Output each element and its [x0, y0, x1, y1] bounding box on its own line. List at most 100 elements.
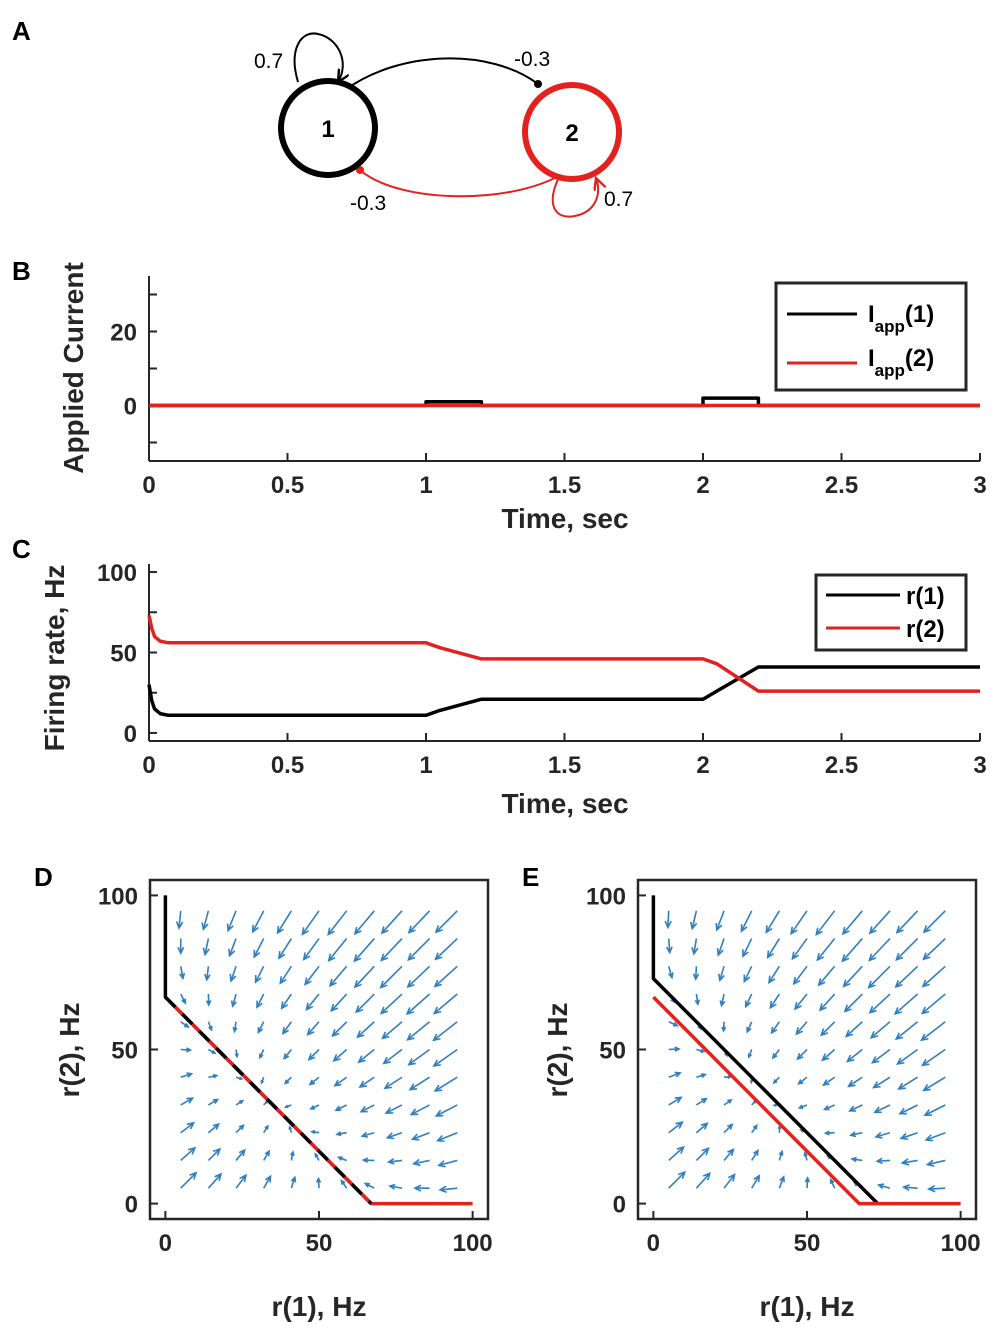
panel-d-quiver-arrowhead [434, 952, 443, 961]
panel-d-quiver-arrow [180, 1073, 192, 1078]
panel-d-quiver-arrow [207, 1148, 221, 1162]
panel-e-quiver-arrowhead [743, 974, 751, 984]
panel-e-quiver-arrow [667, 910, 670, 928]
panel-e-quiver-arrowhead [895, 925, 904, 934]
panel-e-quiver-arrow [921, 1021, 946, 1041]
panel-d-quiver-arrowhead [413, 1184, 422, 1192]
panel-d-quiver-arrow [407, 937, 431, 961]
panel-d-quiver-arrowhead [186, 1121, 196, 1130]
panel-d-quiver-arrowhead [238, 1076, 244, 1081]
panel-d-quiver-arrowhead [290, 1175, 297, 1183]
panel-d-quiver-arrowhead [175, 921, 184, 930]
panel-d-quiver-arrowhead [407, 952, 416, 962]
panel-e-quiver-arrow [795, 1021, 808, 1035]
panel-d-quiver-arrowhead [411, 1158, 421, 1167]
panel-e-quiver-arrow [816, 938, 836, 961]
panel-d-quiver-arrowhead [380, 926, 389, 935]
panel-e-quiver-arrowhead [868, 953, 877, 962]
panel-d-quiver-arrowhead [229, 973, 237, 983]
panel-e-xtick-label: 50 [794, 1230, 821, 1257]
panel-d-quiver-arrow [359, 1076, 375, 1088]
panel-label-d: D [34, 862, 53, 892]
panel-e-quiver-arrow [897, 1048, 919, 1065]
panel-e-quiver-arrow [900, 1131, 918, 1140]
panel-d-quiver-arrowhead [179, 972, 186, 981]
panel-e-quiver-arrowhead [816, 952, 825, 962]
panel-d-quiver-arrowhead [379, 1006, 389, 1015]
panel-e-quiver-arrow [868, 938, 891, 961]
panel-d-quiver-arrow [409, 1076, 431, 1091]
panel-d-quiver-arrow [204, 938, 210, 955]
panel-e-quiver-arrowhead [822, 1079, 830, 1086]
panel-e-xtick-label: 100 [941, 1230, 981, 1257]
panel-d-quiver-arrowhead [184, 1022, 190, 1028]
panel-d-quiver-arrow [301, 910, 320, 935]
panel-e-quiver-arrowhead [727, 1148, 735, 1156]
panel-e-quiver-arrow [720, 993, 725, 1006]
panel-d-quiver-arrow [303, 938, 320, 960]
panel-d-quiver-arrowhead [257, 1027, 264, 1035]
panel-c-ytick-label: 0 [124, 721, 137, 748]
node-2 [522, 82, 622, 182]
panel-d-quiver-arrowhead [386, 1158, 395, 1165]
panel-e-quiver-arrowhead [779, 1175, 785, 1183]
panel-e-quiver-arrowhead [829, 1177, 835, 1184]
panel-e-quiver-arrow [695, 1172, 711, 1189]
panel-d-quiver-arrowhead [301, 927, 310, 936]
panel-d-quiver-arrowhead [264, 1149, 271, 1157]
legend-b-box [774, 281, 968, 392]
panel-e-quiver-arrowhead [894, 980, 903, 989]
panel-d-quiver-arrowhead [407, 925, 416, 934]
panel-d-quiver-arrowhead [432, 1059, 441, 1068]
panel-d-quiver-arrow [330, 993, 348, 1012]
panel-e-quiver-arrow [821, 1048, 836, 1061]
panel-d-quiver-arrowhead [363, 1182, 370, 1188]
panel-d-quiver-arrow [440, 1187, 458, 1191]
panel-e-quiver-arrow [871, 1048, 891, 1064]
panel-e-quiver-arrowhead [770, 1026, 778, 1035]
network-diagram: 1 2 0.7 -0.3 -0.3 0.7 [254, 32, 633, 218]
panel-e-quiver-arrowhead [790, 926, 798, 936]
panel-e-quiver-arrowhead [715, 922, 723, 932]
panel-d-quiver-arrowhead [434, 1109, 444, 1117]
panel-d-quiver-arrowhead [359, 1105, 368, 1113]
panel-d-quiver-arrowhead [256, 1000, 263, 1009]
self-weight-1: 0.7 [254, 50, 283, 73]
panel-d-quiver-arrow [437, 1131, 458, 1142]
panel-d-quiver-arrow [205, 966, 210, 980]
panel-e-quiver-arrowhead [921, 979, 930, 988]
panel-e-quiver-arrow [745, 993, 753, 1007]
panel-e-quiver-arrowhead [795, 1026, 804, 1036]
panel-e-quiver-arrowhead [819, 1028, 829, 1037]
panel-d-quiver-arrowhead [438, 1185, 447, 1194]
panel-d-quiver-arrow [434, 1076, 458, 1092]
panel-e-quiver-arrow [845, 1021, 863, 1037]
panel-e-quiver-arrowhead [673, 1021, 679, 1027]
panel-d-quiver-arrow [334, 1076, 348, 1087]
panel-e-quiver-arrow [751, 1150, 759, 1161]
panel-e-quiver-arrowhead [893, 1007, 903, 1016]
panel-d-quiver-arrowhead [302, 952, 311, 961]
panel-d-quiver-arrowhead [361, 1157, 369, 1164]
panel-e-quiver-arrowhead [667, 972, 674, 980]
panel-e-quiver-arrow [878, 1184, 891, 1189]
panel-d-quiver-arrow [413, 1159, 430, 1165]
panel-b-xtick-label: 3 [973, 472, 986, 499]
panel-d-quiver-arrowhead [330, 1003, 339, 1013]
panel-d-series-1-overlay [164, 995, 373, 1205]
panel-e-quiver-arrow [743, 965, 753, 982]
self-weight-2: 0.7 [604, 188, 633, 211]
panel-d-quiver-arrowhead [281, 1026, 290, 1035]
panel-e-quiver-arrow [691, 910, 698, 929]
panel-d-quiver-arrow [389, 1185, 403, 1189]
panel-d-quiver-arrow [380, 993, 403, 1014]
panel-d-quiver-arrow [358, 1048, 375, 1063]
panel-d-quiver-arrowhead [187, 1146, 197, 1155]
panel-d-xtick-label: 100 [453, 1230, 493, 1257]
panel-e-xtick-label: 0 [647, 1230, 660, 1257]
panel-e-quiver-arrowhead [665, 946, 673, 955]
panel-e-quiver-arrowhead [701, 1073, 708, 1078]
panel-b-xtick-label: 1.5 [548, 472, 581, 499]
legend-b-label-1: Iapp(1) [868, 301, 934, 336]
panel-e-quiver-arrowhead [876, 1183, 885, 1190]
